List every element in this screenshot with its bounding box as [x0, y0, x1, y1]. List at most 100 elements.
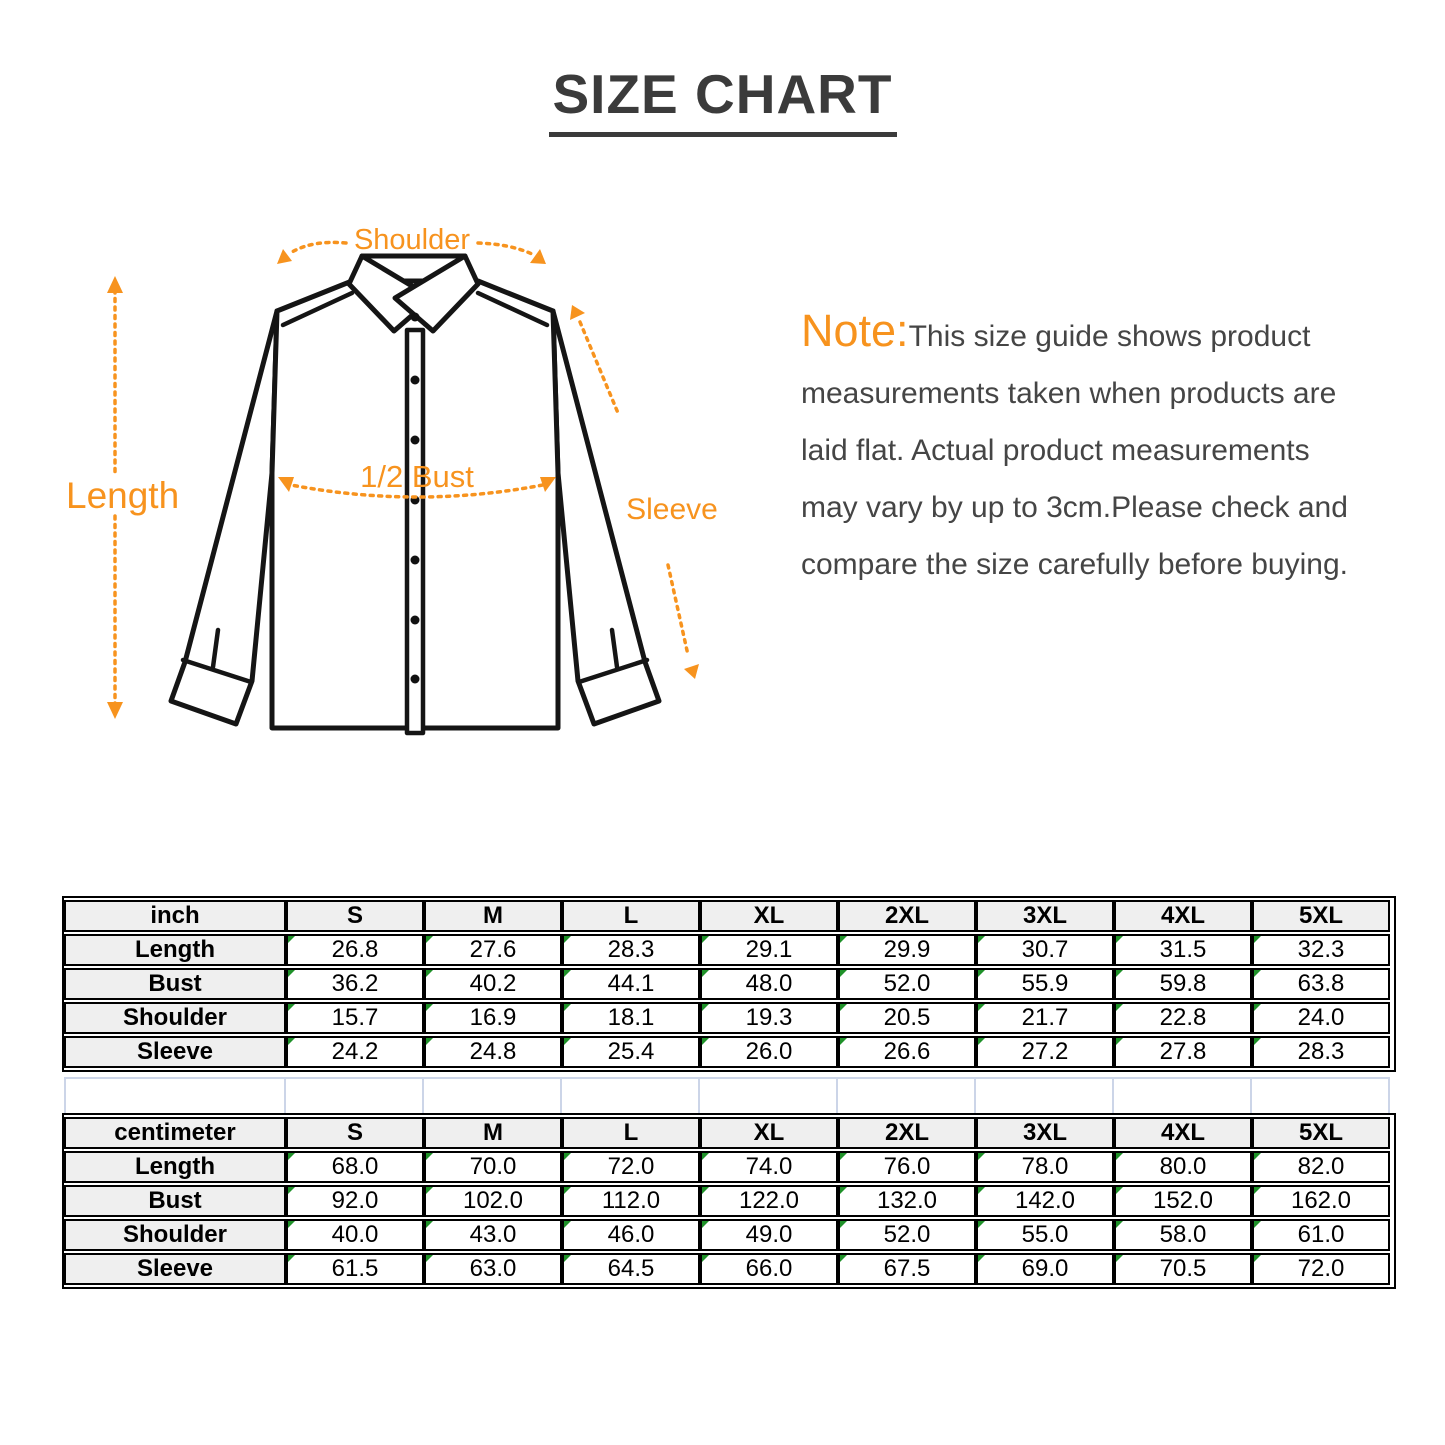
size-cell: 26.0 — [700, 1036, 838, 1068]
page-title: SIZE CHART — [548, 64, 897, 137]
table-header-row: inch S M L XL 2XL 3XL 4XL 5XL — [64, 900, 1390, 932]
size-cell: 68.0 — [286, 1151, 424, 1183]
bust-label: 1/2 Bust — [360, 459, 474, 494]
size-cell: 112.0 — [562, 1185, 700, 1217]
shirt-placket — [404, 327, 426, 736]
table-row: Length 68.0 70.0 72.0 74.0 76.0 78.0 80.… — [64, 1151, 1390, 1183]
size-cell: 15.7 — [286, 1002, 424, 1034]
table-row: Shoulder 15.7 16.9 18.1 19.3 20.5 21.7 2… — [64, 1002, 1390, 1034]
sleeve-arrow-upper — [570, 305, 620, 415]
size-cell: 25.4 — [562, 1036, 700, 1068]
size-cell: 16.9 — [424, 1002, 562, 1034]
size-cell: 40.2 — [424, 968, 562, 1000]
size-cell: 31.5 — [1114, 934, 1252, 966]
size-col-header: L — [562, 1117, 700, 1149]
note-block: Note:This size guide shows product measu… — [801, 302, 1401, 593]
unit-header: centimeter — [64, 1117, 286, 1149]
row-label: Sleeve — [64, 1036, 286, 1068]
table-row: Bust 92.0 102.0 112.0 122.0 132.0 142.0 … — [64, 1185, 1390, 1217]
size-cell: 24.8 — [424, 1036, 562, 1068]
size-col-header: M — [424, 1117, 562, 1149]
note-line: laid flat. Actual product measurements — [801, 434, 1310, 467]
size-col-header: 5XL — [1252, 1117, 1390, 1149]
row-label: Length — [64, 1151, 286, 1183]
size-cell: 63.8 — [1252, 968, 1390, 1000]
size-col-header: 4XL — [1114, 1117, 1252, 1149]
size-col-header: 3XL — [976, 900, 1114, 932]
page-title-wrap: SIZE CHART — [0, 64, 1445, 137]
size-cell: 18.1 — [562, 1002, 700, 1034]
size-cell: 27.6 — [424, 934, 562, 966]
note-line: This size guide shows product — [908, 320, 1311, 353]
shirt-buttons — [410, 312, 420, 684]
row-label: Shoulder — [64, 1002, 286, 1034]
note-heading: Note: — [801, 305, 909, 356]
size-cell: 28.3 — [562, 934, 700, 966]
size-col-header: M — [424, 900, 562, 932]
shoulder-arrow-left — [277, 240, 348, 264]
size-cell: 40.0 — [286, 1219, 424, 1251]
size-cell: 44.1 — [562, 968, 700, 1000]
size-cell: 76.0 — [838, 1151, 976, 1183]
size-cell: 46.0 — [562, 1219, 700, 1251]
note-line: compare the size carefully before buying… — [801, 548, 1348, 581]
row-label: Bust — [64, 968, 286, 1000]
size-cell: 78.0 — [976, 1151, 1114, 1183]
size-cell: 69.0 — [976, 1253, 1114, 1285]
size-cell: 36.2 — [286, 968, 424, 1000]
size-cell: 59.8 — [1114, 968, 1252, 1000]
note-line: may vary by up to 3cm.Please check and — [801, 491, 1348, 524]
size-cell: 66.0 — [700, 1253, 838, 1285]
note-line: measurements taken when products are — [801, 377, 1337, 410]
table-header-row: centimeter S M L XL 2XL 3XL 4XL 5XL — [64, 1117, 1390, 1149]
size-cell: 21.7 — [976, 1002, 1114, 1034]
size-cell: 24.2 — [286, 1036, 424, 1068]
shoulder-arrow-right — [476, 241, 546, 264]
bust-arrow — [278, 477, 556, 499]
table-row: Length 26.8 27.6 28.3 29.1 29.9 30.7 31.… — [64, 934, 1390, 966]
row-label: Shoulder — [64, 1219, 286, 1251]
table-row: Bust 36.2 40.2 44.1 48.0 52.0 55.9 59.8 … — [64, 968, 1390, 1000]
shirt-collar — [346, 253, 481, 334]
size-cell: 152.0 — [1114, 1185, 1252, 1217]
length-label: Length — [66, 475, 179, 516]
row-label: Sleeve — [64, 1253, 286, 1285]
size-cell: 72.0 — [562, 1151, 700, 1183]
size-cell: 32.3 — [1252, 934, 1390, 966]
size-cell: 70.5 — [1114, 1253, 1252, 1285]
size-cell: 49.0 — [700, 1219, 838, 1251]
size-col-header: L — [562, 900, 700, 932]
size-cell: 64.5 — [562, 1253, 700, 1285]
table-row: Sleeve 61.5 63.0 64.5 66.0 67.5 69.0 70.… — [64, 1253, 1390, 1285]
size-cell: 55.9 — [976, 968, 1114, 1000]
sleeve-arrow-lower — [666, 563, 699, 679]
size-cell: 52.0 — [838, 968, 976, 1000]
size-col-header: 4XL — [1114, 900, 1252, 932]
row-label: Length — [64, 934, 286, 966]
size-cell: 55.0 — [976, 1219, 1114, 1251]
size-cell: 74.0 — [700, 1151, 838, 1183]
size-cell: 72.0 — [1252, 1253, 1390, 1285]
spreadsheet-gap-row — [64, 1077, 1390, 1115]
size-cell: 162.0 — [1252, 1185, 1390, 1217]
size-cell: 26.6 — [838, 1036, 976, 1068]
size-cell: 28.3 — [1252, 1036, 1390, 1068]
size-cell: 20.5 — [838, 1002, 976, 1034]
size-cell: 61.5 — [286, 1253, 424, 1285]
size-col-header: 3XL — [976, 1117, 1114, 1149]
size-col-header: 2XL — [838, 1117, 976, 1149]
length-arrow — [107, 276, 123, 719]
size-cell: 22.8 — [1114, 1002, 1252, 1034]
size-col-header: S — [286, 1117, 424, 1149]
size-cell: 58.0 — [1114, 1219, 1252, 1251]
shirt-measurement-diagram: Shoulder Length 1/2 Bust Sleeve — [66, 224, 718, 736]
size-cell: 70.0 — [424, 1151, 562, 1183]
row-label: Bust — [64, 1185, 286, 1217]
size-cell: 29.9 — [838, 934, 976, 966]
size-cell: 43.0 — [424, 1219, 562, 1251]
size-cell: 80.0 — [1114, 1151, 1252, 1183]
size-cell: 63.0 — [424, 1253, 562, 1285]
size-col-header: XL — [700, 1117, 838, 1149]
centimeter-size-table: centimeter S M L XL 2XL 3XL 4XL 5XL Leng… — [62, 1113, 1396, 1289]
